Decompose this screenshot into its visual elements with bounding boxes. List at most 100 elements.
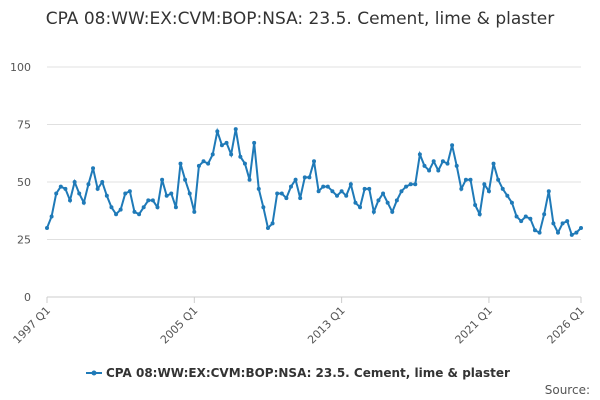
data-point xyxy=(500,186,505,191)
data-point xyxy=(532,228,537,233)
data-point xyxy=(279,191,284,196)
data-point xyxy=(339,189,344,194)
data-point xyxy=(215,129,220,134)
data-point xyxy=(187,191,192,196)
data-point xyxy=(284,196,289,201)
data-point xyxy=(436,168,441,173)
data-point xyxy=(256,186,261,191)
data-point xyxy=(95,186,100,191)
data-point xyxy=(417,152,422,157)
data-point xyxy=(91,166,96,171)
data-point xyxy=(519,219,524,224)
data-point xyxy=(482,182,487,187)
data-point xyxy=(275,191,280,196)
source: Source: xyxy=(545,383,590,397)
data-point xyxy=(146,198,151,203)
y-tick-label: 25 xyxy=(17,234,31,247)
data-point xyxy=(238,154,243,159)
data-point xyxy=(408,182,413,187)
data-point xyxy=(54,191,59,196)
data-point xyxy=(242,161,247,166)
y-tick-label: 0 xyxy=(24,291,31,304)
data-point xyxy=(348,182,353,187)
y-tick-label: 50 xyxy=(17,176,31,189)
data-point xyxy=(224,140,229,145)
data-point xyxy=(210,152,215,157)
data-point xyxy=(399,189,404,194)
data-point xyxy=(229,152,234,157)
data-point xyxy=(358,205,363,210)
data-point xyxy=(514,214,519,219)
data-point xyxy=(362,186,367,191)
data-point xyxy=(307,175,312,180)
data-point xyxy=(394,198,399,203)
data-point xyxy=(114,212,119,217)
data-point xyxy=(404,184,409,189)
data-point xyxy=(413,182,418,187)
x-tick-label: 2013 Q1 xyxy=(305,304,348,347)
data-point xyxy=(132,209,137,214)
data-point xyxy=(344,193,349,198)
data-point xyxy=(68,198,73,203)
data-point xyxy=(565,219,570,224)
data-point xyxy=(298,196,303,201)
data-point xyxy=(385,200,390,205)
data-point xyxy=(551,221,556,226)
data-point xyxy=(468,177,473,182)
data-point xyxy=(509,200,514,205)
data-point xyxy=(450,143,455,148)
data-point xyxy=(523,214,528,219)
data-point xyxy=(477,212,482,217)
legend-label: CPA 08:WW:EX:CVM:BOP:NSA: 23.5. Cement, … xyxy=(106,366,510,380)
data-point xyxy=(542,212,547,217)
chart-title: CPA 08:WW:EX:CVM:BOP:NSA: 23.5. Cement, … xyxy=(45,9,555,29)
data-point xyxy=(579,226,583,230)
data-point xyxy=(491,161,496,166)
data-point xyxy=(118,207,123,212)
data-point xyxy=(325,184,330,189)
data-point xyxy=(422,163,427,168)
data-point xyxy=(252,140,257,145)
y-tick-label: 100 xyxy=(10,61,31,74)
data-point xyxy=(196,163,201,168)
data-point xyxy=(178,161,183,166)
data-point xyxy=(81,200,86,205)
data-point xyxy=(104,193,109,198)
data-point xyxy=(486,189,491,194)
data-point xyxy=(390,209,395,214)
data-point xyxy=(45,226,49,230)
data-point xyxy=(288,184,293,189)
data-point xyxy=(321,184,326,189)
data-point xyxy=(293,177,298,182)
data-point xyxy=(109,205,114,210)
data-point xyxy=(569,232,574,237)
data-point xyxy=(192,209,197,214)
data-point xyxy=(496,177,501,182)
data-point xyxy=(150,198,155,203)
data-point xyxy=(302,175,307,180)
data-point xyxy=(160,177,165,182)
data-point xyxy=(431,159,436,164)
data-point xyxy=(49,214,54,219)
data-point xyxy=(233,127,238,132)
data-point xyxy=(440,159,445,164)
data-point xyxy=(367,186,372,191)
data-point xyxy=(219,143,224,148)
data-point xyxy=(427,168,432,173)
data-point xyxy=(247,177,252,182)
data-point xyxy=(555,230,560,235)
data-point xyxy=(72,180,77,184)
data-point xyxy=(155,205,160,210)
data-point xyxy=(528,216,533,221)
data-point xyxy=(261,205,266,210)
data-point xyxy=(381,191,386,196)
data-point xyxy=(574,230,579,235)
data-point xyxy=(445,161,450,166)
data-point xyxy=(58,184,63,189)
data-point xyxy=(463,177,468,182)
data-point xyxy=(454,163,459,168)
data-point xyxy=(123,191,128,196)
data-point xyxy=(206,161,211,166)
